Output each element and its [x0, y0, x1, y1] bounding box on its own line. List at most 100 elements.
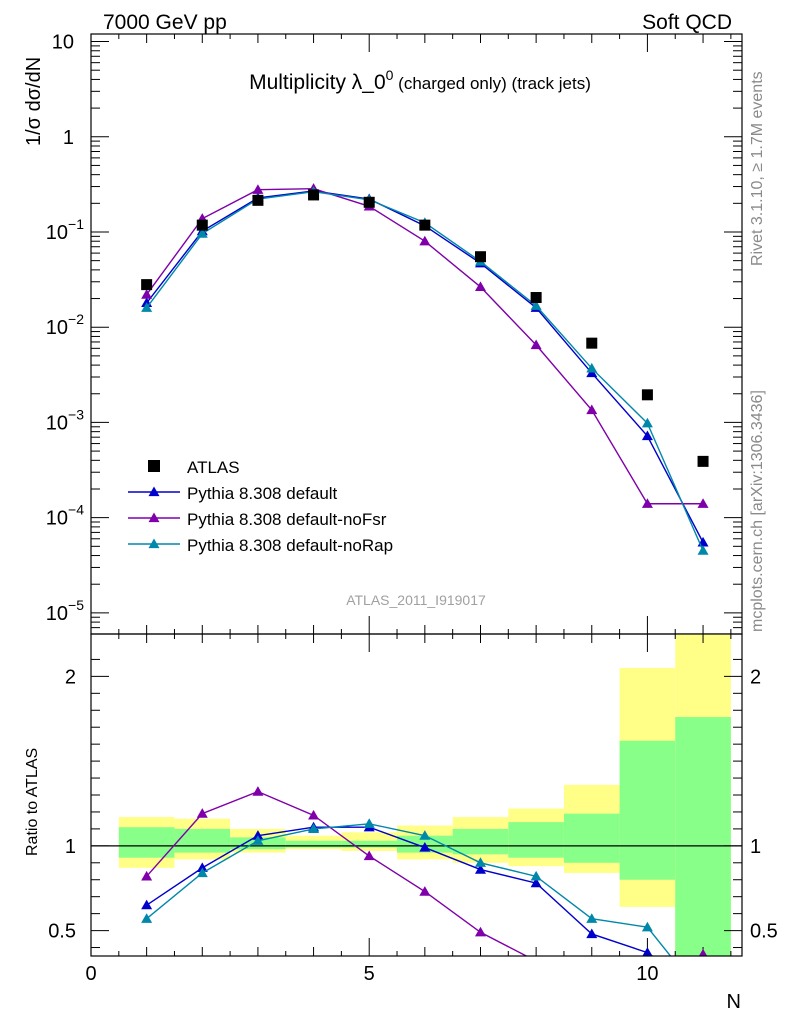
ratio-band-inner: [619, 740, 676, 880]
side-label-mcplots: mcplots.cern.ch [arXiv:1306.3436]: [749, 390, 766, 632]
header-left: 7000 GeV pp: [103, 11, 227, 34]
ratio-marker-noRap: [641, 921, 653, 932]
ratio-band-inner: [118, 827, 175, 858]
x-tick-label: 0: [85, 963, 96, 985]
legend-label-default: Pythia 8.308 default: [187, 484, 338, 503]
ratio-marker-noFsr: [698, 948, 708, 956]
main-y-tick-label: 10−3: [46, 406, 84, 434]
series-marker-noFsr: [419, 235, 431, 246]
x-axis-label: N: [727, 991, 741, 1013]
ratio-band-inner: [341, 840, 398, 848]
ratio-marker-default: [530, 877, 542, 888]
main-y-tick-label: 1: [63, 127, 74, 149]
ratio-marker-default: [586, 928, 598, 939]
legend-label-data: ATLAS: [187, 458, 240, 477]
main-y-tick-label: 10−2: [46, 311, 84, 339]
ratio-frame: [90, 633, 743, 957]
ratio-marker-noRap: [586, 913, 598, 923]
ratio-marker-noRap: [141, 913, 153, 923]
ratio-uncertainty-bands: [118, 634, 731, 956]
main-title: Multiplicity λ_00 (charged only) (track …: [249, 67, 591, 94]
series-marker-noRap: [641, 417, 653, 428]
main-y-label: 1/σ dσ/dN: [23, 57, 45, 146]
ratio-marker-noFsr: [141, 870, 153, 881]
series-marker-noRap: [586, 362, 598, 373]
ratio-band-inner: [174, 828, 231, 853]
legend-label-noFsr: Pythia 8.308 default-noFsr: [187, 510, 387, 529]
ratio-y-tick-label-left: 0.5: [48, 921, 76, 943]
ratio-marker-noRap: [363, 818, 375, 828]
series-marker-noRap: [530, 300, 542, 310]
series-marker-default: [641, 430, 653, 441]
legend-marker-data: [148, 460, 160, 472]
main-y-tick-exponent: −4: [68, 502, 84, 518]
series-marker-noRap: [141, 302, 153, 312]
ratio-y-label: Ratio to ATLAS: [24, 748, 41, 856]
legend: ATLAS Pythia 8.308 default Pythia 8.308 de…: [128, 458, 393, 555]
ratio-marker-noRap: [530, 870, 542, 881]
header-right: Soft QCD: [642, 11, 732, 34]
series-marker-noFsr: [252, 184, 264, 194]
ratio-band-inner: [508, 822, 564, 858]
ratio-marker-noFsr: [363, 850, 375, 861]
ratio-band-inner: [452, 828, 509, 855]
ratio-marker-default: [642, 947, 653, 956]
legend-marker-noRap: [148, 538, 160, 549]
ratio-marker-noRap: [196, 867, 208, 878]
main-y-tick-base: 10: [46, 222, 68, 244]
main-y-tick-base: 10: [46, 508, 68, 530]
atlas-data-point: [363, 196, 375, 208]
ratio-marker-noRap: [308, 823, 320, 834]
ratio-marker-noFsr: [419, 886, 431, 896]
atlas-data-point: [586, 337, 598, 349]
atlas-data-point: [641, 389, 653, 401]
ratio-marker-noFsr: [196, 808, 208, 818]
ratio-marker-noRap: [474, 857, 486, 867]
series-marker-noFsr: [141, 289, 153, 299]
series-marker-noRap: [196, 228, 208, 238]
main-title-text: Multiplicity λ_0: [249, 71, 386, 94]
series-marker-noFsr: [641, 498, 653, 508]
main-y-tick-exponent: −5: [68, 597, 84, 613]
series-marker-noFsr: [530, 339, 542, 350]
x-tick-label: 5: [364, 963, 375, 985]
ratio-y-tick-label-right: 1: [750, 836, 761, 858]
legend-marker-noFsr: [148, 512, 160, 523]
atlas-data-point: [474, 251, 486, 263]
ratio-marker-default: [474, 864, 486, 874]
ratio-marker-noRap: [252, 835, 264, 845]
main-y-tick-exponent: −3: [68, 406, 84, 422]
main-y-tick-label: 10−4: [46, 502, 84, 530]
atlas-data-point: [530, 292, 542, 304]
legend-marker-default: [148, 486, 160, 497]
ratio-panel: 0.5 0.5 1 1 2 2 0 5 10 Ratio to ATLAS N: [24, 633, 778, 1013]
series-marker-noFsr: [586, 404, 598, 415]
atlas-data-point: [419, 219, 431, 231]
ratio-band-inner: [285, 840, 342, 848]
main-y-tick-label: 10: [52, 32, 74, 54]
analysis-watermark: ATLAS_2011_I919017: [346, 592, 486, 608]
ratio-marker-noFsr: [474, 926, 486, 937]
ratio-series: [141, 786, 708, 956]
ratio-y-tick-label-left: 1: [65, 836, 76, 858]
ratio-y-tick-label-right: 0.5: [750, 921, 778, 943]
main-title-suffix: (charged only) (track jets): [393, 74, 590, 93]
side-label-rivet: Rivet 3.1.10, ≥ 1.7M events: [749, 71, 766, 266]
series-marker-noFsr: [474, 281, 486, 292]
main-title-superscript: 0: [386, 67, 394, 83]
atlas-data-point: [308, 189, 320, 201]
main-y-tick-base: 1: [63, 127, 74, 149]
atlas-data-point: [196, 219, 208, 231]
main-y-tick-base: 10: [52, 32, 74, 54]
main-y-tick-exponent: −2: [68, 311, 84, 327]
ratio-marker-default: [419, 842, 431, 852]
main-y-tick-base: 10: [46, 317, 68, 339]
ratio-band-inner: [563, 813, 620, 863]
atlas-data-point: [252, 194, 264, 206]
ratio-marker-noFsr: [308, 809, 320, 820]
atlas-data-point: [697, 455, 709, 467]
ratio-axes: 0.5 0.5 1 1 2 2 0 5 10: [48, 634, 778, 985]
ratio-y-tick-label-left: 2: [65, 666, 76, 688]
